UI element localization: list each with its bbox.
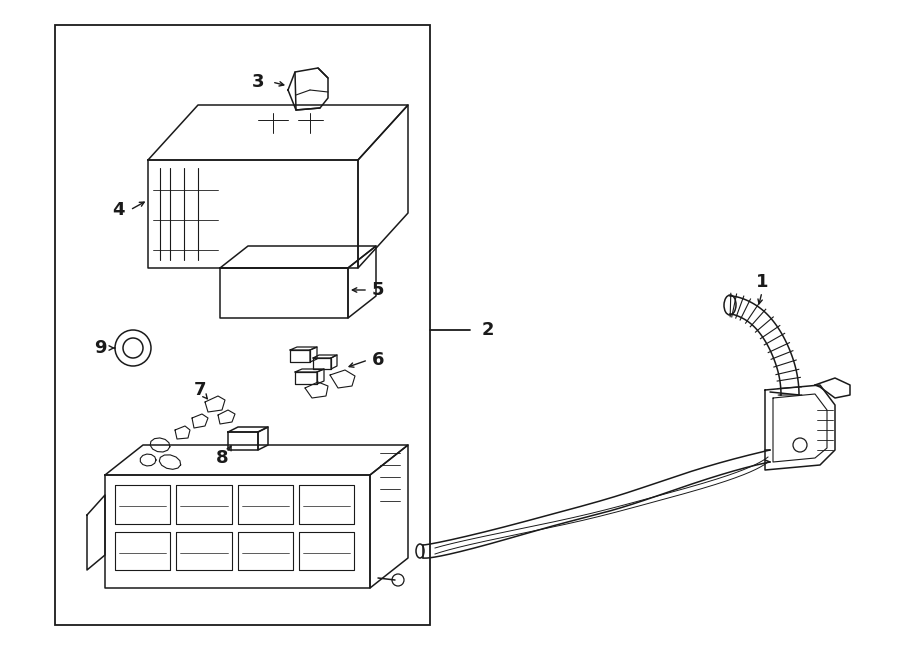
- Text: 8: 8: [216, 449, 229, 467]
- Text: 9: 9: [94, 339, 106, 357]
- Text: 1: 1: [756, 273, 769, 291]
- Text: 7: 7: [194, 381, 206, 399]
- Text: 5: 5: [372, 281, 384, 299]
- Text: 6: 6: [372, 351, 384, 369]
- Text: 4: 4: [112, 201, 124, 219]
- Bar: [55, 25, 430, 625]
- Text: 2: 2: [482, 321, 494, 339]
- Text: 3: 3: [252, 73, 265, 91]
